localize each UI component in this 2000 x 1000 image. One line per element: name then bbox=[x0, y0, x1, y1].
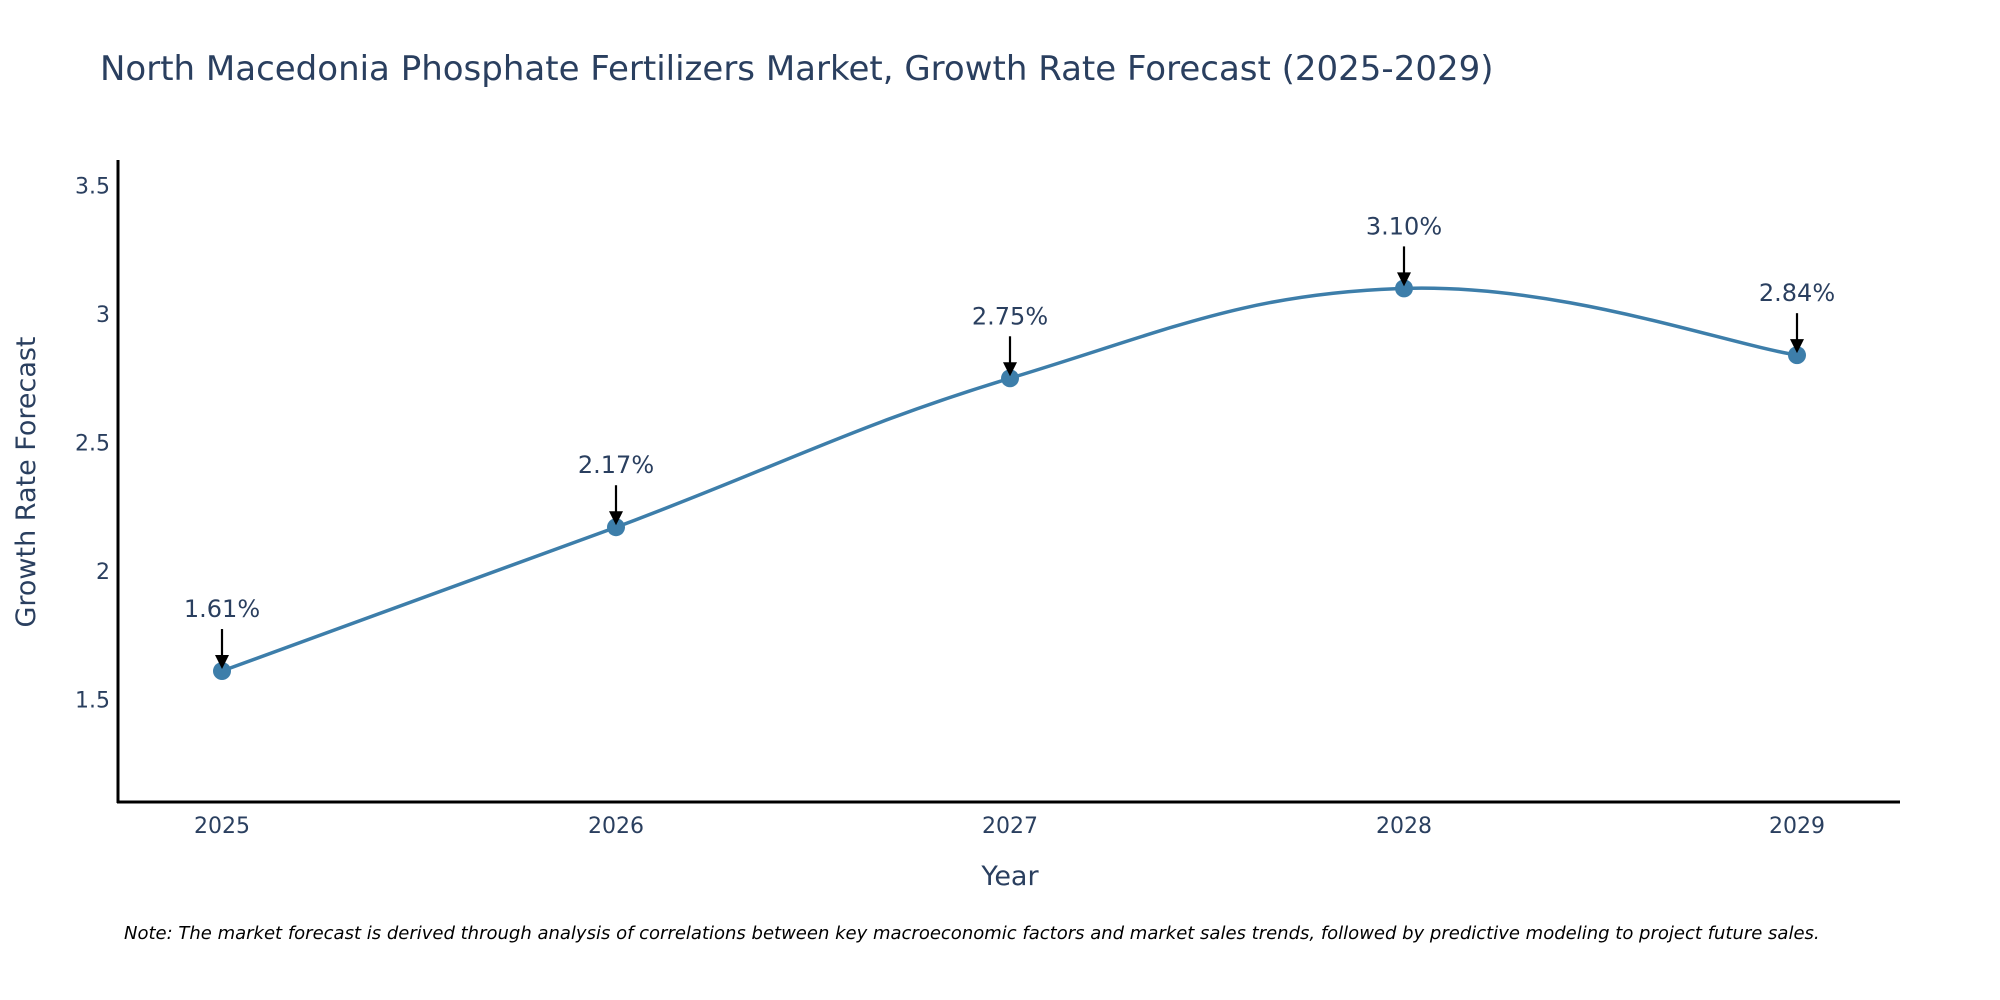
x-tick-label: 2028 bbox=[1376, 814, 1432, 839]
footnote: Note: The market forecast is derived thr… bbox=[124, 923, 1820, 944]
annotation-arrowhead bbox=[1003, 362, 1017, 377]
y-axis-label: Growth Rate Forecast bbox=[11, 336, 42, 627]
x-tick-label: 2029 bbox=[1769, 814, 1825, 839]
x-tick-label: 2027 bbox=[982, 814, 1038, 839]
data-point bbox=[1001, 369, 1019, 388]
data-annotations: 1.61% 2.17% 2.75% 3.10% 2.84% bbox=[184, 212, 1835, 670]
x-tick-label: 2026 bbox=[588, 814, 644, 839]
data-label: 2.84% bbox=[1759, 279, 1835, 307]
data-point bbox=[1395, 279, 1413, 298]
annotation-arrowhead bbox=[215, 655, 229, 670]
data-markers bbox=[213, 279, 1806, 681]
data-label: 1.61% bbox=[184, 595, 260, 623]
y-tick-label: 3 bbox=[96, 303, 110, 328]
x-axis-label: Year bbox=[980, 861, 1039, 892]
annotation-arrowhead bbox=[609, 511, 623, 526]
annotation-arrowhead bbox=[1790, 339, 1804, 354]
y-ticks: 1.5 2 2.5 3 3.5 bbox=[75, 175, 110, 714]
data-point bbox=[1788, 346, 1806, 365]
data-label: 2.75% bbox=[972, 302, 1048, 330]
x-tick-label: 2025 bbox=[194, 814, 250, 839]
data-point bbox=[213, 662, 231, 681]
axes bbox=[116, 160, 1900, 804]
annotation-arrowhead bbox=[1397, 272, 1411, 287]
data-label: 2.17% bbox=[578, 451, 654, 479]
data-point bbox=[607, 518, 625, 537]
y-tick-label: 3.5 bbox=[75, 175, 110, 200]
chart-title: North Macedonia Phosphate Fertilizers Ma… bbox=[100, 49, 1494, 89]
data-label: 3.10% bbox=[1366, 212, 1442, 240]
y-tick-label: 2.5 bbox=[75, 431, 110, 456]
x-ticks: 2025 2026 2027 2028 2029 bbox=[194, 814, 1825, 839]
y-tick-label: 2 bbox=[96, 560, 110, 585]
y-tick-label: 1.5 bbox=[75, 688, 110, 713]
